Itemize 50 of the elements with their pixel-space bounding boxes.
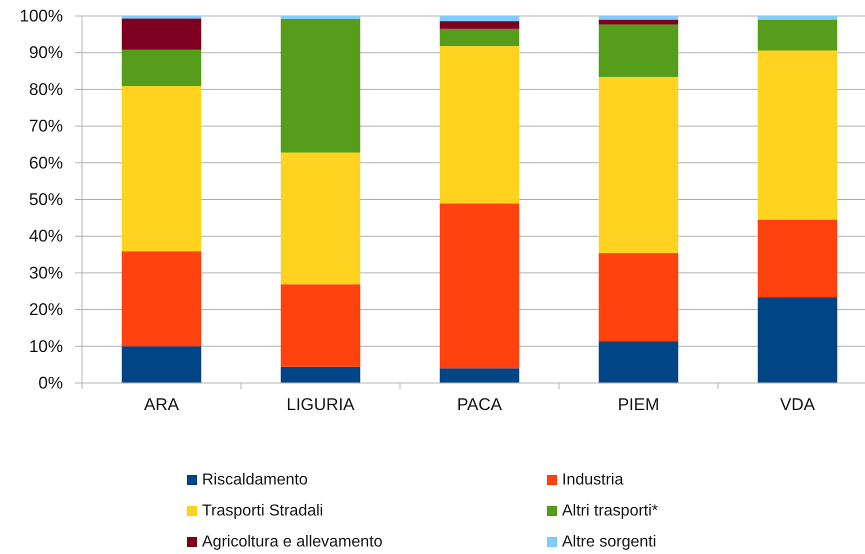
legend-label: Industria (562, 472, 624, 488)
bar (598, 253, 678, 342)
y-tick-label: 0% (38, 374, 63, 392)
bar (280, 16, 360, 19)
bar (440, 21, 520, 29)
bar (440, 204, 520, 368)
bar (440, 28, 520, 46)
bar (122, 18, 202, 50)
y-tick-label: 20% (28, 300, 63, 320)
bar (598, 16, 678, 20)
y-tick-label: 30% (28, 263, 63, 282)
bar (440, 46, 520, 204)
bar (122, 86, 202, 252)
bar (280, 284, 360, 367)
bar (440, 368, 520, 383)
bar (758, 20, 838, 50)
y-tick-label: 90% (28, 43, 63, 62)
x-tick-label: PIEM (618, 395, 660, 414)
legend-label: Altre sorgenti (562, 534, 656, 550)
y-tick-label: 10% (28, 336, 63, 356)
bar (122, 251, 202, 346)
bar (758, 297, 838, 383)
bar (598, 24, 678, 77)
legend-label: Riscaldamento (202, 472, 308, 488)
x-tick-label: ARA (144, 395, 180, 414)
bar (280, 18, 360, 153)
y-tick-label: 80% (28, 80, 63, 99)
bar (598, 341, 678, 383)
bar (122, 16, 202, 19)
bar (598, 76, 678, 254)
bar (598, 20, 678, 24)
bar (440, 16, 520, 22)
legend-label: Altri trasporti* (562, 502, 658, 520)
x-tick-label: LIGURIA (286, 395, 356, 414)
legend-label: Trasporti Stradali (202, 502, 324, 520)
bar (122, 50, 202, 86)
y-tick-label: 70% (28, 116, 63, 136)
bar (758, 220, 838, 298)
bar (280, 152, 360, 284)
x-tick-label: VDA (780, 395, 816, 414)
y-tick-label: 100% (20, 6, 63, 26)
y-tick-label: 50% (28, 190, 63, 209)
legend-label: Agricoltura e allevamento (202, 534, 383, 550)
y-tick-label: 60% (28, 153, 63, 172)
bar (758, 50, 838, 220)
bar (280, 366, 360, 383)
y-tick-label: 40% (28, 226, 63, 246)
bar (122, 346, 202, 383)
x-tick-label: PACA (456, 395, 503, 414)
bar (758, 16, 838, 20)
